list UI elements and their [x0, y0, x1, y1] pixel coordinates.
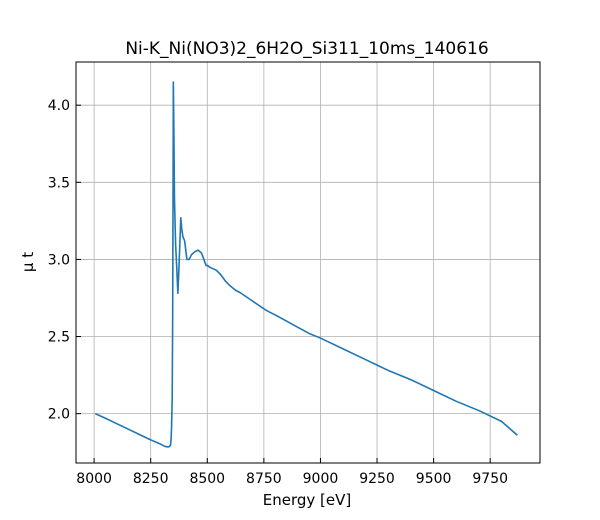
ticks: 8000 8250 8500 8750 9000 9250 9500 9750 2.0 2.5 3.…: [48, 98, 508, 487]
x-tick-label: 8250: [133, 471, 169, 487]
chart-title: Ni-K_Ni(NO3)2_6H2O_Si311_10ms_140616: [125, 39, 488, 59]
x-tick-label: 9500: [416, 471, 452, 487]
y-tick-label: 2.0: [48, 407, 70, 423]
x-axis-label: Energy [eV]: [263, 491, 351, 509]
x-tick-label: 9750: [472, 471, 508, 487]
series-line: [94, 81, 518, 448]
x-tick-label: 9250: [359, 471, 395, 487]
x-tick-label: 8000: [76, 471, 112, 487]
series-layer: [94, 81, 518, 448]
y-axis-label: μ t: [19, 252, 37, 272]
y-tick-label: 3.0: [48, 252, 70, 268]
y-tick-label: 2.5: [48, 330, 70, 346]
x-tick-label: 8750: [246, 471, 282, 487]
y-tick-label: 4.0: [48, 98, 70, 114]
y-tick-label: 3.5: [48, 175, 70, 191]
x-tick-label: 8500: [189, 471, 225, 487]
plot-frame: [75, 61, 541, 464]
grid: [76, 62, 540, 463]
x-tick-label: 9000: [303, 471, 339, 487]
